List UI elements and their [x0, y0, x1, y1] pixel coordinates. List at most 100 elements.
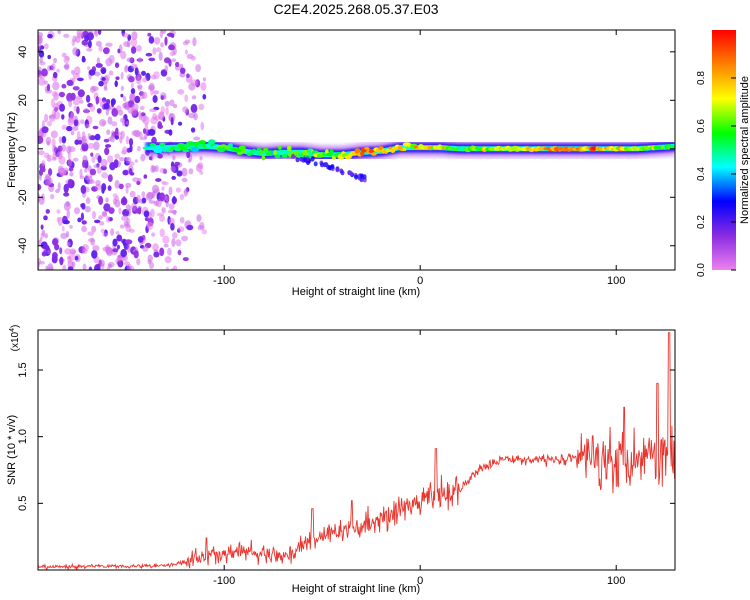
noise-blob: [61, 225, 65, 232]
noise-blob: [135, 130, 141, 138]
noise-blob: [39, 57, 43, 63]
noise-blob: [45, 209, 50, 214]
noise-blob: [38, 183, 42, 191]
trace-blob: [179, 146, 187, 150]
trace-blob: [263, 147, 269, 153]
noise-blob: [66, 209, 71, 219]
noise-blob: [70, 92, 76, 101]
trace-blob: [281, 153, 288, 158]
noise-blob: [172, 209, 177, 216]
noise-blob: [120, 85, 124, 91]
noise-blob: [80, 185, 87, 194]
noise-blob: [84, 206, 91, 213]
noise-blob: [76, 32, 83, 39]
noise-blob: [118, 207, 122, 215]
noise-blob: [61, 83, 67, 89]
noise-blob: [82, 263, 87, 270]
noise-blob: [91, 225, 97, 233]
y-tick-label: -20: [17, 189, 29, 205]
noise-blob: [155, 165, 159, 172]
noise-blob: [160, 42, 164, 48]
noise-blob: [91, 249, 98, 259]
noise-blob: [72, 157, 79, 162]
noise-blob: [40, 224, 44, 230]
noise-blob: [38, 32, 44, 38]
trace-blob: [196, 144, 204, 149]
trace-blob: [385, 148, 391, 153]
noise-blob: [74, 256, 79, 261]
noise-blob: [71, 126, 79, 131]
noise-blob: [56, 68, 60, 73]
noise-blob: [43, 215, 48, 221]
noise-blob: [148, 128, 156, 136]
noise-blob: [191, 95, 197, 100]
noise-blob: [47, 263, 54, 270]
noise-blob: [63, 192, 70, 197]
trace-blob: [329, 149, 334, 154]
noise-blob: [42, 167, 46, 173]
noise-blob: [172, 103, 178, 109]
spectrogram-trace: [142, 137, 675, 183]
figure-title: C2E4.2025.268.05.37.E03: [273, 1, 438, 17]
noise-blob: [168, 186, 173, 196]
noise-blob: [91, 156, 96, 163]
noise-blob: [142, 115, 150, 125]
noise-blob: [98, 45, 103, 52]
noise-blob: [62, 264, 67, 270]
noise-blob: [103, 102, 110, 110]
noise-blob: [73, 119, 79, 127]
noise-blob: [52, 71, 58, 79]
noise-blob: [125, 135, 130, 145]
noise-blob: [179, 193, 185, 201]
trace-tail-blob: [335, 167, 340, 173]
noise-blob: [44, 181, 51, 186]
noise-blob: [182, 106, 189, 113]
noise-blob: [74, 139, 80, 145]
noise-blob: [93, 141, 100, 151]
noise-blob: [190, 127, 196, 133]
trace-blob: [354, 148, 361, 154]
noise-blob: [157, 121, 162, 129]
noise-blob: [97, 155, 102, 164]
noise-blob: [53, 102, 60, 112]
noise-blob: [50, 194, 55, 200]
noise-blob: [150, 87, 154, 96]
noise-blob: [79, 168, 83, 178]
noise-blob: [130, 82, 134, 89]
trace-blob: [278, 145, 282, 150]
noise-blob: [159, 228, 165, 238]
noise-blob: [94, 219, 101, 224]
noise-blob: [172, 155, 176, 161]
noise-blob: [41, 160, 46, 167]
noise-blob: [190, 79, 198, 87]
noise-blob: [99, 221, 105, 226]
noise-blob: [108, 54, 115, 64]
noise-blob: [122, 146, 128, 155]
y-tick-label: 0: [17, 146, 29, 152]
noise-blob: [141, 197, 147, 204]
noise-blob: [39, 237, 43, 242]
noise-blob: [163, 181, 169, 186]
trace-blob: [360, 151, 365, 157]
noise-blob: [60, 170, 67, 177]
noise-blob: [125, 157, 132, 164]
snr-x-axis: -100 0 100: [213, 330, 625, 587]
noise-blob: [73, 105, 77, 112]
noise-blob: [71, 261, 76, 268]
trace-blob: [274, 154, 281, 159]
noise-blob: [116, 244, 120, 250]
noise-blob: [171, 238, 176, 247]
noise-blob: [69, 171, 74, 177]
noise-blob: [65, 125, 73, 132]
noise-blob: [129, 144, 133, 153]
noise-blob: [121, 215, 129, 222]
trace-blob: [437, 144, 443, 150]
noise-blob: [85, 94, 91, 103]
colorbar: 0.0 0.2 0.4 0.6 0.8 Normalized spectral ampl…: [696, 30, 750, 277]
noise-blob: [145, 192, 153, 201]
noise-blob: [181, 177, 188, 183]
noise-blob: [114, 135, 119, 140]
noise-blob: [100, 68, 106, 75]
noise-blob: [100, 158, 108, 168]
noise-blob: [83, 168, 88, 173]
